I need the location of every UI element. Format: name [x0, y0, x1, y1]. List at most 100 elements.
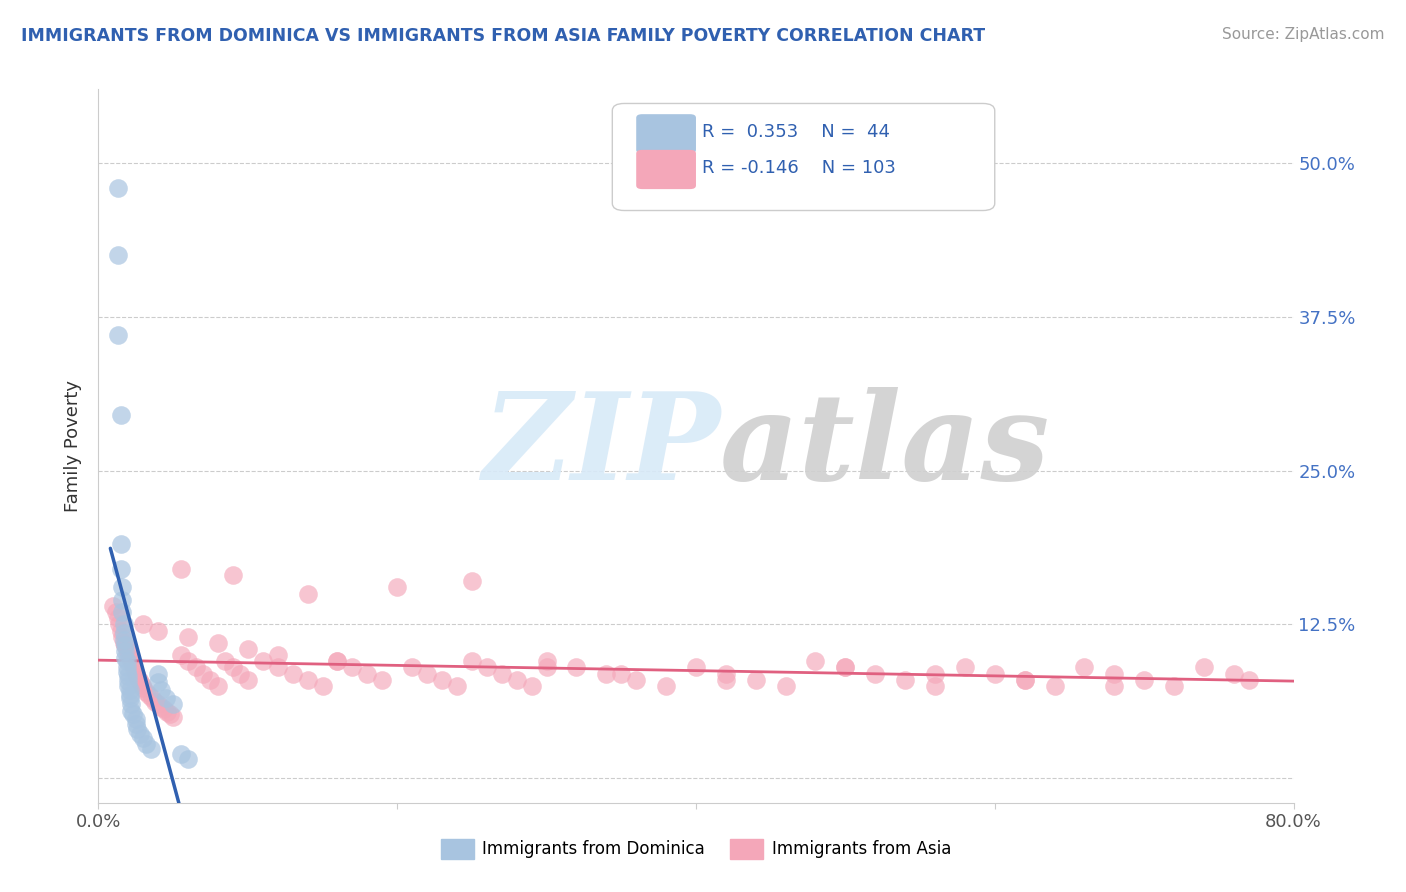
Point: [150, 699, 173, 714]
Point: [148, 624, 170, 638]
Point: [125, 712, 148, 726]
Point: [865, 666, 887, 681]
Point: [1192, 660, 1215, 674]
Point: [120, 698, 142, 712]
Point: [169, 562, 191, 576]
Point: [110, 537, 132, 551]
Point: [714, 673, 737, 687]
Point: [804, 654, 827, 668]
Point: [121, 658, 143, 673]
Point: [297, 673, 319, 687]
Point: [110, 409, 132, 423]
Point: [1104, 679, 1126, 693]
Point: [222, 568, 245, 582]
Point: [141, 691, 163, 706]
Point: [114, 644, 136, 658]
Point: [107, 611, 129, 625]
Point: [1133, 673, 1156, 687]
Point: [281, 666, 304, 681]
Point: [110, 562, 132, 576]
Point: [430, 673, 453, 687]
Point: [112, 636, 135, 650]
Point: [1073, 660, 1095, 674]
Text: Source: ZipAtlas.com: Source: ZipAtlas.com: [1222, 27, 1385, 42]
Point: [222, 660, 245, 674]
Point: [125, 717, 148, 731]
Point: [110, 624, 132, 638]
Point: [267, 660, 290, 674]
Point: [132, 617, 155, 632]
Point: [153, 702, 176, 716]
Point: [121, 707, 143, 722]
Point: [626, 673, 648, 687]
Point: [326, 654, 349, 668]
Point: [416, 666, 439, 681]
Text: atlas: atlas: [720, 387, 1050, 505]
Point: [536, 660, 558, 674]
Point: [111, 592, 134, 607]
Point: [114, 638, 136, 652]
Point: [132, 731, 155, 745]
Point: [114, 638, 136, 652]
Point: [125, 666, 148, 681]
Point: [107, 180, 129, 194]
Point: [894, 673, 917, 687]
Point: [267, 648, 290, 662]
FancyBboxPatch shape: [637, 114, 696, 153]
Point: [118, 650, 141, 665]
Point: [127, 670, 149, 684]
Point: [834, 660, 856, 674]
Point: [107, 328, 129, 343]
Point: [1223, 666, 1246, 681]
Point: [214, 654, 236, 668]
Point: [177, 654, 200, 668]
Point: [184, 660, 207, 674]
Point: [120, 654, 142, 668]
Point: [135, 737, 157, 751]
Point: [132, 681, 155, 696]
Point: [115, 660, 138, 674]
Point: [924, 679, 946, 693]
Point: [984, 666, 1007, 681]
FancyBboxPatch shape: [637, 150, 696, 189]
Point: [115, 665, 138, 680]
Point: [114, 650, 136, 665]
Point: [236, 673, 259, 687]
Point: [111, 630, 134, 644]
Point: [520, 679, 543, 693]
Text: IMMIGRANTS FROM DOMINICA VS IMMIGRANTS FROM ASIA FAMILY POVERTY CORRELATION CHAR: IMMIGRANTS FROM DOMINICA VS IMMIGRANTS F…: [21, 27, 986, 45]
Point: [506, 673, 529, 687]
Point: [156, 705, 179, 719]
Point: [565, 660, 588, 674]
Point: [1163, 679, 1185, 693]
Point: [148, 698, 170, 712]
Point: [108, 617, 131, 632]
Y-axis label: Family Poverty: Family Poverty: [65, 380, 83, 512]
Point: [129, 675, 152, 690]
Text: R =  0.353    N =  44: R = 0.353 N = 44: [702, 123, 890, 141]
Point: [118, 682, 141, 697]
Point: [714, 666, 737, 681]
Point: [117, 646, 139, 660]
Text: ZIP: ZIP: [482, 387, 720, 505]
Point: [155, 691, 177, 706]
Point: [297, 587, 319, 601]
Point: [1014, 673, 1036, 687]
Point: [1104, 666, 1126, 681]
Point: [536, 654, 558, 668]
Point: [371, 673, 394, 687]
Point: [117, 669, 139, 683]
Point: [139, 741, 162, 756]
Point: [446, 679, 468, 693]
Point: [924, 666, 946, 681]
Point: [655, 679, 678, 693]
Point: [207, 636, 229, 650]
Point: [112, 626, 135, 640]
Point: [461, 574, 484, 589]
Point: [311, 679, 333, 693]
Point: [177, 751, 200, 765]
Point: [115, 642, 138, 657]
Point: [159, 707, 181, 722]
Point: [229, 666, 252, 681]
Point: [105, 605, 128, 619]
